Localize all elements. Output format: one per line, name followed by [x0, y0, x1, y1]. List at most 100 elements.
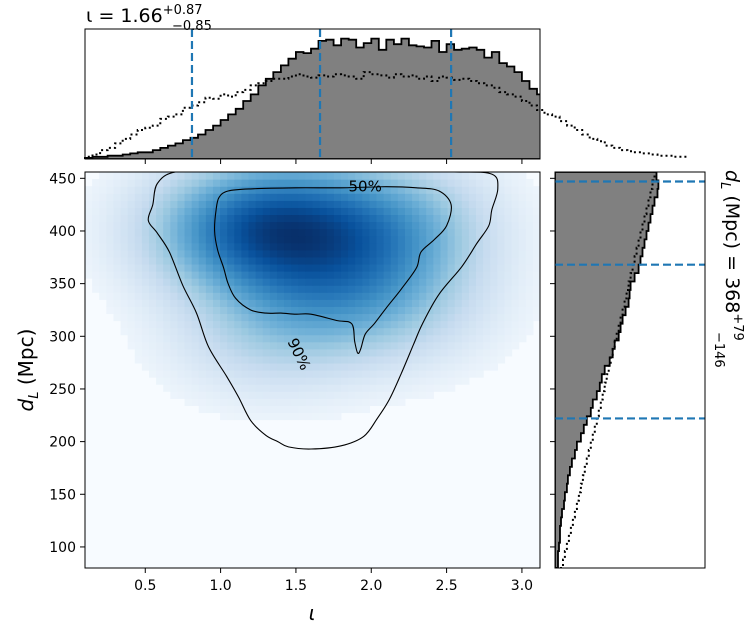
heatmap-cell	[113, 228, 122, 237]
heatmap-cell	[269, 313, 278, 322]
heatmap-cell	[298, 327, 306, 336]
heatmap-cell	[476, 179, 484, 187]
heatmap-cell	[454, 200, 463, 208]
heatmap-cell	[490, 221, 498, 230]
heatmap-cell	[212, 348, 221, 357]
heatmap-cell	[497, 200, 506, 208]
heatmap-cell	[255, 377, 264, 385]
heatmap-cell	[340, 327, 349, 336]
heatmap-cell	[284, 271, 292, 279]
heatmap-cell	[461, 341, 470, 350]
heatmap-cell	[326, 221, 335, 230]
heatmap-cell	[412, 214, 420, 223]
heatmap-cell	[248, 320, 257, 329]
heatmap-cell	[412, 370, 420, 378]
heatmap-cell	[319, 214, 328, 223]
heatmap-cell	[419, 334, 427, 343]
heatmap-cell	[177, 355, 186, 364]
heatmap-cell	[248, 200, 257, 208]
heatmap-cell	[369, 348, 378, 357]
heatmap-cell	[483, 200, 491, 208]
heatmap-cell	[369, 278, 378, 286]
heatmap-cell	[426, 370, 434, 378]
heatmap-cell	[205, 292, 214, 300]
heatmap-cell	[148, 355, 157, 364]
heatmap-cell	[511, 292, 520, 300]
heatmap-cell	[191, 242, 200, 251]
heatmap-cell	[241, 384, 250, 392]
heatmap-cell	[383, 186, 392, 194]
heatmap-cell	[284, 193, 292, 201]
heatmap-cell	[333, 292, 342, 300]
heatmap-cell	[291, 186, 299, 194]
heatmap-cell	[319, 398, 328, 406]
heatmap-cell	[276, 235, 285, 244]
heatmap-cell	[205, 391, 214, 399]
heatmap-cell	[141, 200, 150, 208]
heatmap-cell	[220, 179, 228, 187]
heatmap-cell	[383, 242, 392, 251]
heatmap-cell	[511, 172, 520, 180]
heatmap-cell	[234, 384, 243, 392]
heatmap-cell	[234, 405, 243, 414]
heatmap-cell	[340, 299, 349, 307]
heatmap-cell	[191, 362, 200, 371]
heatmap-cell	[355, 179, 363, 187]
heatmap-cell	[92, 193, 100, 201]
heatmap-cell	[248, 398, 257, 406]
heatmap-cell	[362, 221, 370, 230]
heatmap-cell	[326, 313, 335, 322]
heatmap-cell	[156, 292, 164, 300]
heatmap-cell	[518, 299, 527, 307]
heatmap-cell	[127, 186, 136, 194]
heatmap-cell	[369, 200, 378, 208]
heatmap-cell	[447, 186, 456, 194]
heatmap-cell	[113, 186, 122, 194]
right-side-label-subscript: L	[717, 182, 732, 189]
heatmap-cell	[220, 313, 228, 322]
heatmap-cell	[284, 384, 292, 392]
heatmap-cell	[440, 285, 449, 293]
heatmap-cell	[276, 214, 285, 223]
heatmap-cell	[262, 320, 271, 329]
heatmap-cell	[291, 263, 299, 272]
heatmap-cell	[476, 362, 484, 371]
heatmap-cell	[426, 235, 434, 244]
heatmap-cell	[227, 207, 235, 216]
heatmap-cell	[504, 285, 513, 293]
heatmap-cell	[497, 334, 506, 343]
heatmap-cell	[454, 327, 463, 336]
heatmap-cell	[447, 179, 456, 187]
heatmap-cell	[212, 306, 221, 315]
heatmap-cell	[376, 313, 385, 322]
heatmap-cell	[92, 186, 100, 194]
heatmap-cell	[269, 207, 278, 216]
heatmap-cell	[241, 405, 250, 414]
heatmap-cell	[248, 391, 257, 399]
heatmap-cell	[333, 362, 342, 371]
heatmap-cell	[198, 207, 207, 216]
heatmap-cell	[483, 285, 491, 293]
heatmap-cell	[212, 292, 221, 300]
heatmap-cell	[483, 278, 491, 286]
heatmap-cell	[255, 355, 264, 364]
heatmap-cell	[426, 341, 434, 350]
heatmap-cell	[170, 320, 179, 329]
heatmap-cell	[468, 263, 477, 272]
heatmap-cell	[134, 334, 143, 343]
heatmap-cell	[212, 193, 221, 201]
heatmap-cell	[170, 292, 179, 300]
heatmap-cell	[276, 186, 285, 194]
heatmap-cell	[184, 214, 193, 223]
heatmap-cell	[106, 221, 115, 230]
heatmap-cell	[127, 214, 136, 223]
heatmap-cell	[262, 355, 271, 364]
heatmap-cell	[333, 398, 342, 406]
heatmap-cell	[305, 228, 314, 237]
heatmap-cell	[134, 348, 143, 357]
heatmap-cell	[454, 278, 463, 286]
heatmap-cell	[220, 320, 228, 329]
heatmap-cell	[234, 193, 243, 201]
heatmap-cell	[262, 285, 271, 293]
heatmap-cell	[340, 214, 349, 223]
